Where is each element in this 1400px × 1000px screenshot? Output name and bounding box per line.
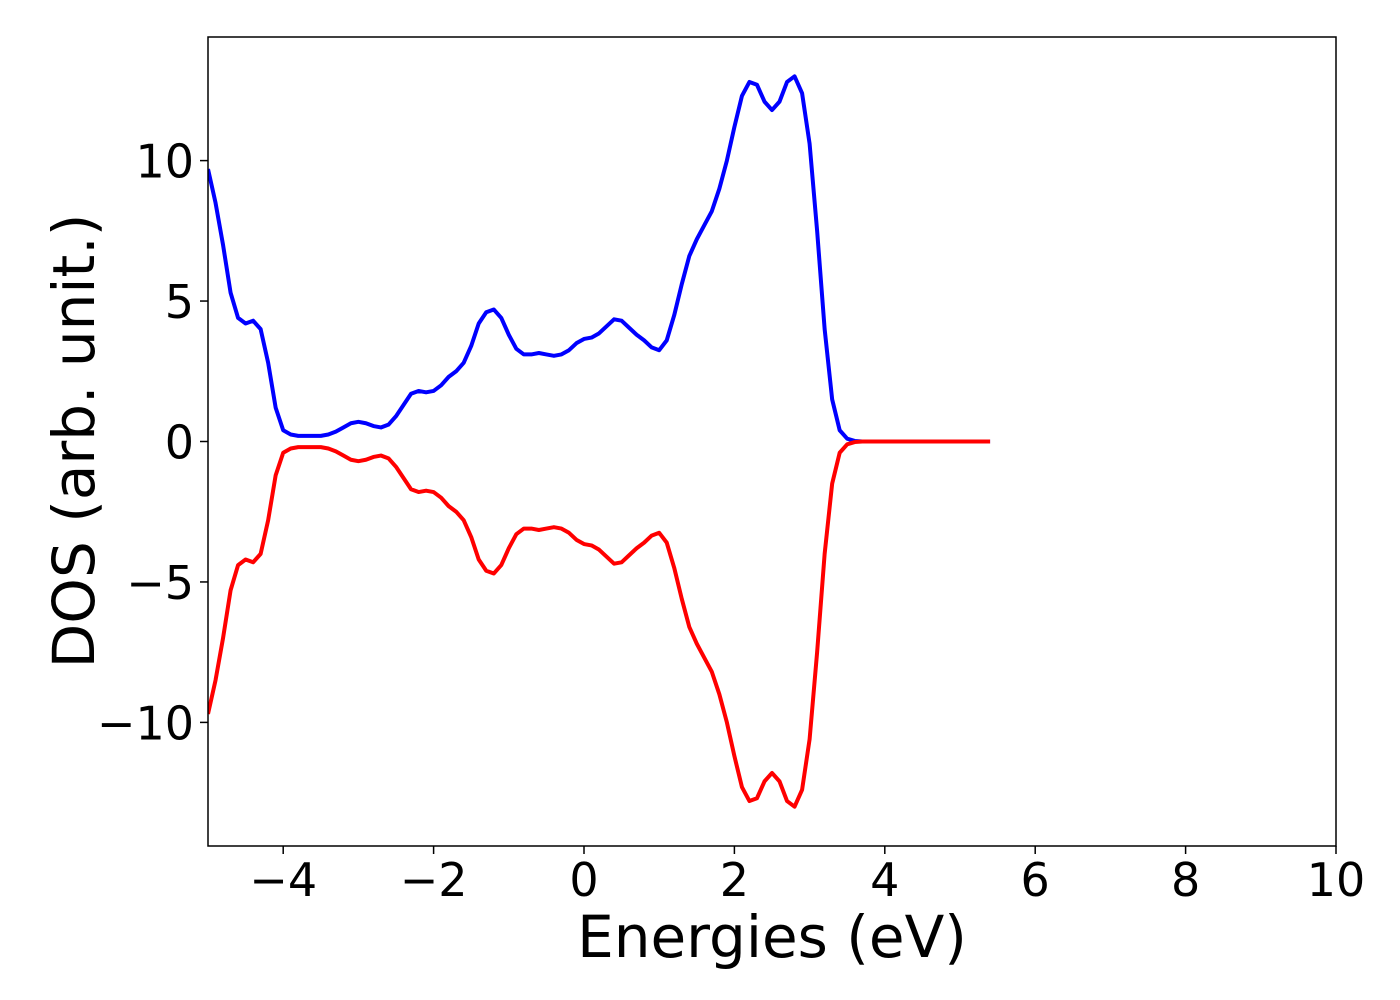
x-tick-label: −2 <box>400 853 468 907</box>
y-tick-label: 5 <box>165 275 194 329</box>
plot-frame <box>207 36 1337 847</box>
y-tick-label: −10 <box>97 696 194 750</box>
x-tick-label: 4 <box>870 853 899 907</box>
y-tick-label: −5 <box>126 556 194 610</box>
x-tick-label: 6 <box>1021 853 1050 907</box>
x-axis-label: Energies (eV) <box>577 903 967 971</box>
y-axis-label: DOS (arb. unit.) <box>40 214 108 669</box>
x-tick-label: 0 <box>569 853 598 907</box>
x-tick-label: −4 <box>249 853 317 907</box>
x-tick-label: 2 <box>720 853 749 907</box>
line-series <box>208 74 991 444</box>
x-tick-label: 8 <box>1171 853 1200 907</box>
y-tick-label: 0 <box>165 416 194 470</box>
line-series <box>208 439 991 809</box>
y-tick-label: 10 <box>135 135 194 189</box>
x-tick-label: 10 <box>1307 853 1366 907</box>
